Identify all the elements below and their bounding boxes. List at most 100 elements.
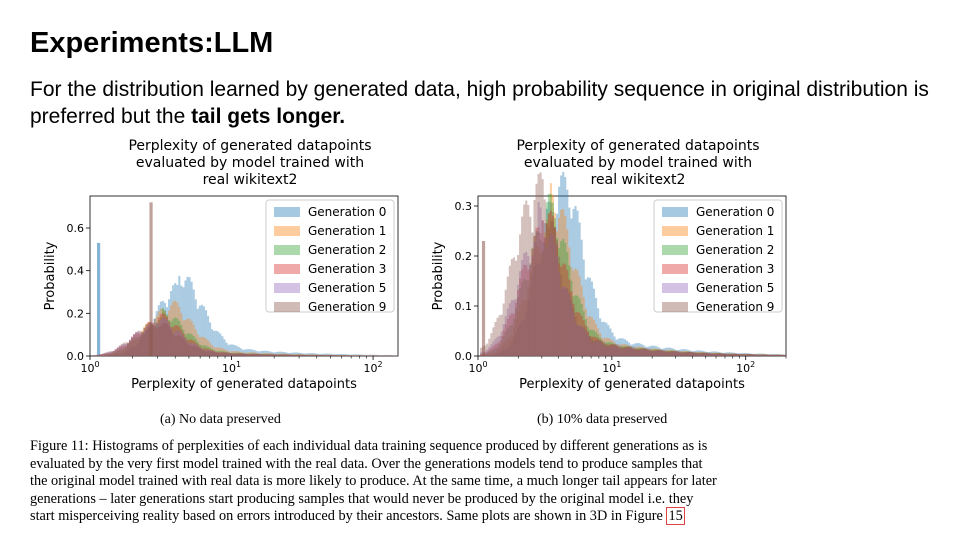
histogram-bar	[543, 199, 546, 356]
histogram-bar	[615, 339, 618, 356]
histogram-bar	[619, 338, 622, 356]
histogram-bar	[543, 223, 546, 356]
subcaption-a: (a) No data preserved	[160, 412, 281, 427]
histogram-bar	[114, 349, 117, 356]
histogram-bar	[519, 278, 522, 356]
histogram-bar	[722, 353, 725, 356]
histogram-bar	[504, 331, 507, 356]
histogram-bar	[656, 349, 659, 356]
histogram-bar	[344, 355, 347, 356]
histogram-bar	[135, 332, 138, 356]
histogram-bar	[527, 205, 530, 356]
histogram-bar	[644, 348, 647, 356]
histogram-bar	[632, 348, 635, 356]
histogram-bar	[118, 349, 121, 356]
histogram-bar	[681, 351, 684, 356]
chart-title-line: evaluated by model trained with	[136, 155, 364, 171]
series-bars	[486, 172, 786, 356]
y-tick-label: 0.6	[67, 222, 85, 235]
histogram-bar	[114, 349, 117, 356]
histogram-bar	[278, 354, 281, 356]
histogram-bar	[613, 345, 616, 356]
histogram-bar	[679, 352, 682, 356]
legend-label: Generation 1	[308, 224, 386, 238]
histogram-bar	[494, 354, 497, 356]
histogram-bar	[289, 354, 292, 356]
histogram-bar	[636, 350, 639, 356]
histogram-bar	[722, 353, 725, 356]
histogram-bar	[777, 355, 780, 356]
histogram-bar	[551, 215, 554, 356]
histogram-bar	[687, 352, 690, 356]
histogram-bar	[683, 352, 686, 356]
histogram-bar	[260, 354, 263, 356]
histogram-bar	[640, 347, 643, 356]
histogram-bar	[564, 286, 567, 356]
histogram-bar	[634, 349, 637, 356]
histogram-bar	[180, 336, 183, 356]
histogram-bar	[326, 355, 329, 356]
histogram-bar	[324, 355, 327, 356]
histogram-bar	[324, 354, 327, 356]
histogram-bar	[200, 349, 203, 356]
histogram-bar	[592, 341, 596, 356]
bars-group	[92, 202, 398, 356]
histogram-bar	[217, 347, 220, 356]
caption-line: Figure 11: Histograms of perplexities of…	[30, 438, 708, 454]
histogram-bar	[656, 350, 659, 356]
histogram-bar	[350, 355, 353, 356]
histogram-bar	[689, 352, 692, 356]
histogram-bar	[293, 355, 296, 356]
histogram-bar	[480, 352, 483, 356]
histogram-bar	[239, 351, 242, 356]
histogram-bar	[272, 354, 275, 356]
histogram-bar	[783, 355, 786, 356]
histogram-bar	[209, 347, 212, 356]
histogram-bar	[254, 353, 257, 356]
histogram-bar	[660, 350, 663, 356]
histogram-bar	[549, 193, 552, 356]
histogram-bar	[172, 318, 175, 356]
histogram-bar	[666, 349, 669, 356]
histogram-bar	[369, 354, 372, 356]
histogram-bar	[494, 344, 497, 356]
histogram-bar	[638, 349, 641, 356]
histogram-bar	[153, 325, 156, 356]
histogram-bar	[769, 354, 772, 356]
histogram-bar	[338, 355, 341, 356]
histogram-bar	[252, 354, 255, 356]
histogram-bar	[178, 306, 181, 356]
histogram-bar	[724, 353, 727, 356]
histogram-bar	[759, 354, 762, 356]
histogram-bar	[373, 355, 376, 356]
histogram-bar	[755, 354, 758, 356]
histogram-bar	[523, 279, 526, 356]
histogram-bar	[621, 347, 624, 356]
histogram-bar	[326, 355, 329, 356]
legend-box	[653, 199, 783, 313]
histogram-bar	[599, 342, 602, 356]
histogram-bar	[190, 334, 193, 356]
histogram-bar	[198, 344, 201, 356]
histogram-bar	[572, 208, 575, 356]
figure-15-link[interactable]: 15	[666, 507, 685, 526]
histogram-bar	[96, 355, 99, 356]
histogram-bar	[227, 351, 230, 356]
histogram-bar	[317, 355, 320, 356]
histogram-bar	[660, 350, 663, 356]
histogram-bar	[619, 344, 622, 356]
histogram-bar	[712, 354, 715, 356]
histogram-bar	[211, 348, 214, 356]
histogram-bar	[155, 322, 158, 356]
histogram-bar	[763, 354, 766, 356]
histogram-bar	[590, 281, 593, 356]
histogram-bar	[541, 220, 544, 356]
histogram-bar	[718, 353, 721, 356]
histogram-bar	[233, 352, 236, 356]
histogram-bar	[632, 348, 635, 356]
histogram-bar	[722, 352, 725, 356]
histogram-bar	[120, 344, 123, 356]
histogram-bar	[377, 355, 380, 356]
histogram-bar	[196, 347, 199, 356]
histogram-bar	[157, 319, 160, 356]
